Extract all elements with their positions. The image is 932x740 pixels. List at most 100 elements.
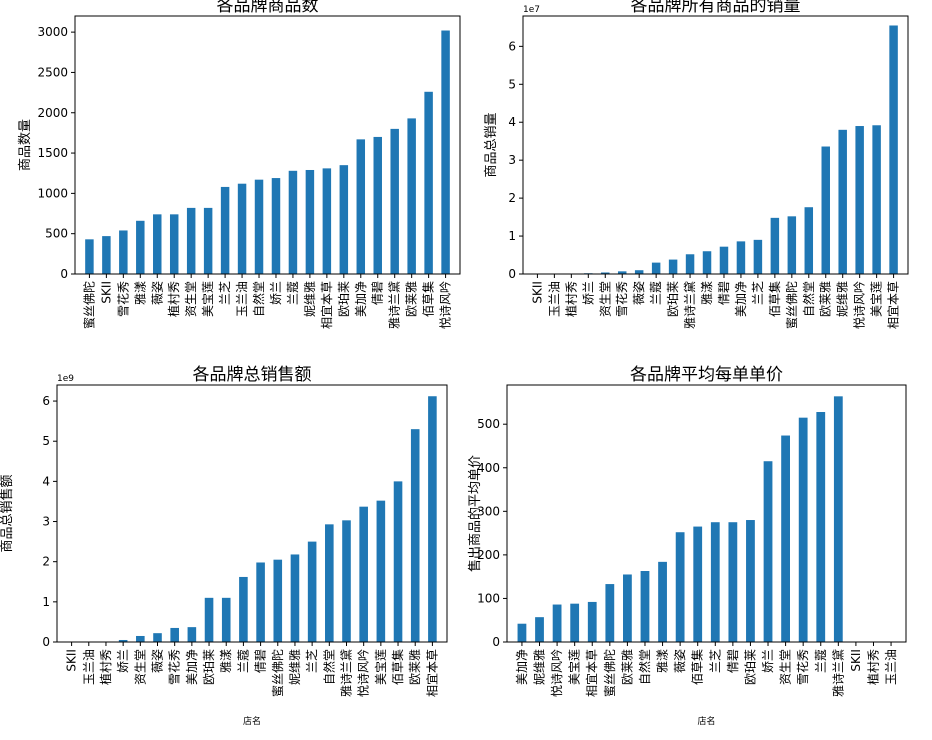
x-tick-label: 资生堂 <box>598 281 612 317</box>
x-tick-label: 玉兰油 <box>82 649 96 685</box>
x-tick-label: 玉兰油 <box>235 281 249 317</box>
bar-娇兰 <box>118 639 128 642</box>
x-tick-label: 妮维雅 <box>532 649 547 685</box>
x-tick-label: 欧珀莱 <box>743 649 757 685</box>
bar-悦诗风吟 <box>552 604 562 642</box>
x-tick-label: 佰草集 <box>390 649 405 685</box>
x-tick-label: 植村秀 <box>563 281 578 317</box>
x-tick-label: 佰草集 <box>767 281 782 317</box>
bar-妮维雅 <box>305 169 315 274</box>
axis-multiplier: 1e7 <box>523 5 540 15</box>
y-tick-label: 6 <box>42 394 50 408</box>
y-tick-label: 5 <box>508 77 516 91</box>
plot-frame <box>56 384 448 643</box>
x-tick-label: 兰蔻 <box>236 649 250 673</box>
x-tick-label: 妮维雅 <box>287 649 302 685</box>
bar-佰草集 <box>693 526 703 642</box>
bar-佰草集 <box>424 91 433 274</box>
x-tick-label: 欧珀莱 <box>337 281 351 317</box>
x-tick-label: 蜜丝佛陀 <box>270 649 285 697</box>
bar-妮维雅 <box>838 129 847 274</box>
x-tick-label: 雪花秀 <box>115 281 130 317</box>
plot-frame <box>522 15 909 275</box>
bar-倩碧 <box>256 562 265 642</box>
x-tick-label: 欧莱雅 <box>407 649 422 685</box>
y-tick-label: 0 <box>508 267 516 281</box>
x-tick-label: 美宝莲 <box>374 649 388 685</box>
bar-娇兰 <box>271 178 281 274</box>
bar-雅诗兰黛 <box>685 254 695 274</box>
bar-雅诗兰黛 <box>342 520 351 642</box>
x-tick-label: 薇姿 <box>150 281 164 305</box>
bar-兰芝 <box>307 541 317 642</box>
bar-倩碧 <box>728 522 738 642</box>
x-tick-label: 兰蔻 <box>814 649 828 673</box>
x-tick-label: 娇兰 <box>761 649 775 673</box>
x-tick-label: 欧珀莱 <box>666 281 680 317</box>
y-tick-label: 3 <box>42 515 50 529</box>
y-tick-label: 300 <box>477 504 500 518</box>
bar-资生堂 <box>186 207 196 274</box>
bar-悦诗风吟 <box>441 30 450 275</box>
bar-雅漾 <box>136 220 145 274</box>
x-tick-label: 玉兰油 <box>547 281 561 317</box>
bar-兰芝 <box>753 239 763 274</box>
x-tick-label: 美加净 <box>185 649 199 685</box>
y-tick-label: 2500 <box>37 65 68 79</box>
bar-佰草集 <box>393 481 403 643</box>
x-axis-label: 店名 <box>243 715 261 727</box>
bar-佰草集 <box>770 217 780 274</box>
axis-multiplier: 1e9 <box>57 374 74 384</box>
bar-玉兰油 <box>237 183 247 274</box>
y-tick-label: 6 <box>508 39 516 53</box>
plot-frame <box>506 384 907 643</box>
bar-自然堂 <box>804 207 814 274</box>
bar-雅漾 <box>658 561 667 642</box>
bar-薇姿 <box>675 532 685 642</box>
y-tick-label: 2000 <box>37 106 68 120</box>
chart-title: 各品牌总销售额 <box>193 365 312 385</box>
y-tick-label: 4 <box>508 115 516 129</box>
bar-妮维雅 <box>290 554 300 642</box>
x-tick-label: SKII <box>849 649 863 672</box>
x-tick-label: 娇兰 <box>116 649 130 673</box>
bar-美加净 <box>356 139 366 274</box>
x-tick-label: 兰芝 <box>304 649 319 673</box>
x-tick-label: 娇兰 <box>581 281 595 305</box>
bar-植村秀 <box>169 214 179 274</box>
bar-兰芝 <box>220 186 230 274</box>
bar-美宝莲 <box>376 500 386 642</box>
bar-美加净 <box>187 627 197 642</box>
x-tick-label: 植村秀 <box>98 649 113 685</box>
bar-相宜本草 <box>428 396 437 642</box>
bar-悦诗风吟 <box>359 506 368 642</box>
y-tick-label: 0 <box>60 267 68 281</box>
bar-兰蔻 <box>651 262 661 274</box>
x-tick-label: 兰芝 <box>707 649 722 673</box>
bar-欧珀莱 <box>204 597 214 642</box>
bar-资生堂 <box>601 272 610 274</box>
x-tick-label: 妮维雅 <box>302 281 317 317</box>
x-tick-label: 美宝莲 <box>568 649 582 685</box>
x-tick-label: 雅诗兰黛 <box>338 649 353 697</box>
x-tick-label: 悦诗风吟 <box>852 281 867 329</box>
bar-欧珀莱 <box>746 520 755 642</box>
bar-兰芝 <box>710 522 720 642</box>
x-tick-label: 倩碧 <box>726 649 740 673</box>
x-tick-label: 雅诗兰黛 <box>387 281 402 329</box>
x-tick-label: 相宜本草 <box>424 649 439 697</box>
x-tick-label: 妮维雅 <box>835 281 850 317</box>
bar-倩碧 <box>719 246 729 274</box>
x-tick-label: 欧莱雅 <box>818 281 833 317</box>
y-tick-label: 500 <box>45 227 68 241</box>
x-tick-label: 欧莱雅 <box>619 649 634 685</box>
x-tick-label: 兰蔻 <box>286 281 300 305</box>
y-tick-label: 0 <box>42 635 50 649</box>
x-tick-label: 蜜丝佛陀 <box>81 281 96 329</box>
x-tick-label: SKII <box>65 649 79 672</box>
x-tick-label: 悦诗风吟 <box>549 649 564 697</box>
bar-相宜本草 <box>889 25 898 274</box>
bar-欧珀莱 <box>668 259 678 274</box>
plot-frame <box>74 15 461 275</box>
